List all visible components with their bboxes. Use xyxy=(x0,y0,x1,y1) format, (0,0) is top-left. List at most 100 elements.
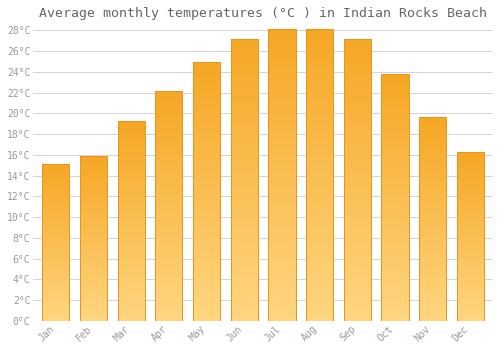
Bar xyxy=(230,273,258,276)
Bar xyxy=(193,243,220,246)
Bar xyxy=(306,295,333,298)
Bar xyxy=(382,237,408,239)
Bar xyxy=(230,75,258,78)
Bar xyxy=(230,250,258,253)
Bar xyxy=(382,170,408,173)
Bar xyxy=(344,92,371,95)
Bar xyxy=(156,266,182,268)
Bar xyxy=(118,253,145,255)
Bar xyxy=(118,136,145,139)
Bar xyxy=(118,223,145,225)
Bar xyxy=(80,296,107,297)
Bar xyxy=(382,210,408,212)
Bar xyxy=(193,191,220,194)
Bar xyxy=(42,257,70,258)
Bar xyxy=(306,300,333,303)
Bar xyxy=(382,257,408,259)
Bar xyxy=(230,236,258,239)
Bar xyxy=(42,234,70,236)
Bar xyxy=(457,295,484,297)
Bar xyxy=(382,74,408,321)
Bar xyxy=(42,178,70,180)
Bar xyxy=(457,214,484,216)
Bar xyxy=(344,267,371,270)
Bar xyxy=(344,39,371,42)
Bar xyxy=(382,291,408,294)
Bar xyxy=(419,117,446,321)
Bar xyxy=(42,189,70,191)
Bar xyxy=(156,164,182,167)
Bar xyxy=(230,112,258,115)
Bar xyxy=(306,105,333,108)
Bar xyxy=(344,211,371,214)
Bar xyxy=(382,308,408,311)
Bar xyxy=(118,293,145,295)
Bar xyxy=(457,289,484,290)
Bar xyxy=(80,199,107,201)
Bar xyxy=(42,220,70,222)
Bar xyxy=(419,158,446,159)
Bar xyxy=(306,289,333,292)
Bar xyxy=(344,242,371,245)
Bar xyxy=(344,245,371,247)
Bar xyxy=(344,315,371,318)
Bar xyxy=(382,281,408,284)
Bar xyxy=(382,74,408,76)
Bar xyxy=(42,241,70,243)
Bar xyxy=(80,314,107,316)
Bar xyxy=(193,85,220,88)
Bar xyxy=(80,319,107,321)
Bar xyxy=(230,104,258,106)
Bar xyxy=(306,79,333,82)
Bar xyxy=(382,185,408,188)
Bar xyxy=(419,182,446,184)
Bar xyxy=(419,256,446,258)
Bar xyxy=(230,101,258,104)
Bar xyxy=(156,219,182,222)
Bar xyxy=(156,254,182,256)
Bar xyxy=(118,189,145,191)
Bar xyxy=(419,161,446,163)
Bar xyxy=(419,220,446,223)
Bar xyxy=(42,210,70,211)
Bar xyxy=(344,95,371,98)
Bar xyxy=(42,315,70,316)
Bar xyxy=(306,143,333,146)
Bar xyxy=(419,210,446,212)
Bar xyxy=(382,113,408,116)
Bar xyxy=(419,288,446,290)
Bar xyxy=(193,111,220,113)
Bar xyxy=(230,256,258,259)
Bar xyxy=(306,152,333,155)
Bar xyxy=(344,115,371,118)
Bar xyxy=(268,274,295,277)
Bar xyxy=(118,291,145,293)
Bar xyxy=(268,99,295,102)
Bar xyxy=(156,215,182,217)
Bar xyxy=(193,124,220,126)
Bar xyxy=(230,84,258,87)
Bar xyxy=(156,118,182,120)
Bar xyxy=(457,218,484,219)
Bar xyxy=(344,98,371,101)
Bar xyxy=(193,132,220,134)
Bar xyxy=(268,158,295,161)
Bar xyxy=(457,284,484,285)
Bar xyxy=(457,187,484,189)
Bar xyxy=(118,203,145,205)
Bar xyxy=(419,155,446,158)
Bar xyxy=(344,239,371,242)
Bar xyxy=(419,168,446,170)
Bar xyxy=(193,272,220,274)
Bar xyxy=(193,75,220,77)
Bar xyxy=(457,212,484,214)
Bar xyxy=(344,247,371,250)
Bar xyxy=(344,214,371,216)
Bar xyxy=(419,176,446,178)
Bar xyxy=(268,210,295,213)
Bar xyxy=(42,197,70,199)
Bar xyxy=(306,306,333,309)
Bar xyxy=(382,94,408,96)
Bar xyxy=(118,129,145,131)
Bar xyxy=(344,273,371,276)
